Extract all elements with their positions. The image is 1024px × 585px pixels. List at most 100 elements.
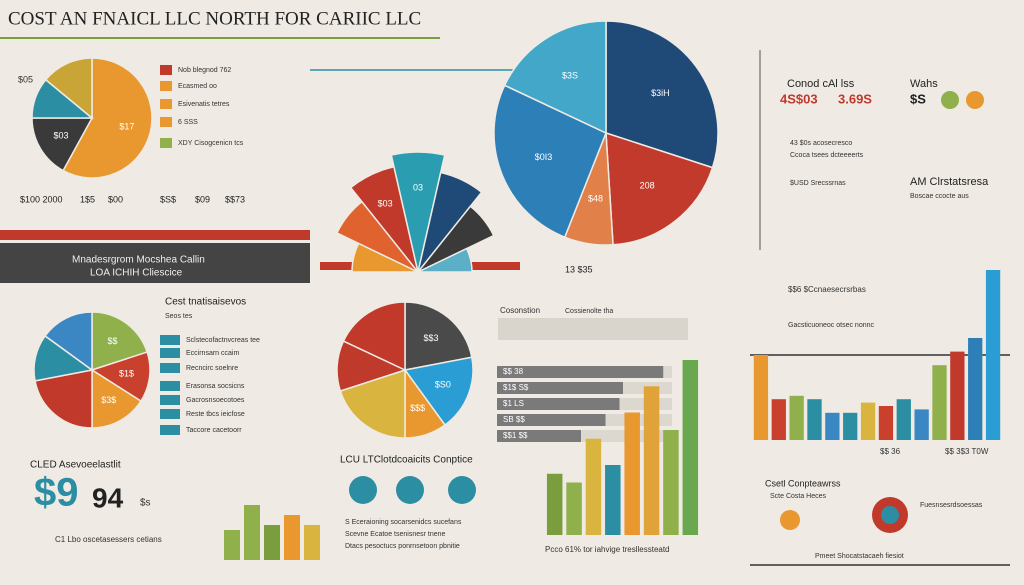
label: Cosonstion (500, 306, 540, 315)
pie-slice (404, 301, 473, 371)
label: COST AN FNAICL LLC NORTH FOR CARIIC LLC (8, 8, 421, 29)
slice-label: $1$ (119, 369, 134, 379)
icon (881, 506, 899, 524)
slice-label: $3$ (101, 395, 116, 405)
hbar-label: $$1 $$ (503, 431, 528, 440)
label: 3.69S (838, 91, 872, 106)
bar (264, 525, 280, 560)
legend-swatch (160, 138, 172, 148)
bar (546, 473, 563, 535)
label: Dtacs pesoctucs ponrnsetoon pbnitie (345, 543, 460, 550)
label: $$ 3$3 T0W (945, 447, 989, 456)
label: Ecasmed oo (178, 83, 217, 90)
hbar-label: $$ 38 (503, 367, 524, 376)
pie-slice (342, 301, 406, 372)
label: Sclstecofactnvcreas tee (186, 337, 260, 344)
label: Pcco 61% tor iahvige tresllessteatd (545, 545, 670, 554)
label: XDY Cisogcenicn tcs (178, 140, 244, 147)
bar (284, 515, 300, 560)
label: Pmeet Shocatstacaeh fiesiot (815, 553, 904, 560)
label: $00 (108, 194, 123, 204)
label: 43 $0s acosecresco (790, 140, 852, 147)
slice-label: $$ (107, 336, 117, 346)
bar (771, 399, 786, 440)
label: $9 (34, 471, 79, 515)
label: Fuesnsesrdsoessas (920, 502, 983, 509)
pie-slice (44, 311, 93, 372)
icons (349, 91, 984, 533)
slice-label: 208 (640, 180, 655, 190)
bar (244, 505, 260, 560)
bar (663, 430, 679, 535)
hbar (497, 366, 664, 378)
wedge-label: 03 (413, 182, 423, 192)
list-swatch (160, 395, 180, 405)
label: $S$ (160, 194, 176, 204)
label: Scevne Ecatoe tsenisnesr tnene (345, 531, 446, 538)
bar (224, 530, 240, 560)
wedge-label: $03 (378, 198, 393, 208)
pie-slice (493, 84, 607, 239)
bar (914, 409, 929, 440)
hbar (497, 398, 620, 410)
bar (878, 406, 894, 440)
label: 4S$03 (780, 91, 818, 106)
list-swatch (160, 381, 180, 391)
bar (566, 482, 582, 535)
label: $100 2000 (20, 194, 63, 204)
icon (349, 476, 377, 504)
icon (966, 91, 984, 109)
label: Recncirc soelnre (186, 365, 238, 372)
label: Csetl Conpteawrss (765, 478, 841, 488)
slice-label: $3S (562, 71, 578, 81)
label: $$73 (225, 194, 245, 204)
label: LOA ICHIH Cliescice (90, 268, 183, 279)
slice-label: $17 (119, 121, 134, 131)
pie-slice (90, 351, 151, 403)
list-swatch (160, 348, 180, 358)
label: Boscae ccocte aus (910, 193, 969, 200)
label: Gacrosnsoecotoes (186, 397, 245, 404)
fan-wedge (417, 247, 473, 273)
label: Conod cAl lss (787, 78, 855, 90)
icon (396, 476, 424, 504)
legend-swatch (160, 65, 172, 75)
label: Wahs (910, 78, 938, 90)
legend-swatch (160, 117, 172, 127)
label: LCU LTClotdcoaicits Conptice (340, 455, 473, 466)
pie-slice (91, 311, 149, 372)
label: AM Clrstatsresa (910, 176, 989, 188)
label: Nob blegnod 762 (178, 67, 231, 74)
label: $USD Srecssrnas (790, 180, 846, 187)
pie-slice (605, 131, 714, 246)
bar (860, 402, 876, 440)
bar (585, 438, 602, 535)
bar (682, 360, 699, 535)
label: 1$5 (80, 194, 95, 204)
label: Taccore cacetoorr (186, 427, 242, 434)
icon (780, 510, 800, 530)
label: Seos tes (165, 313, 193, 320)
pie-slice (44, 57, 93, 120)
label: 94 (92, 482, 124, 513)
slice-label: $3iH (651, 88, 670, 98)
red-band (0, 230, 310, 240)
bar (304, 525, 320, 560)
bar (968, 338, 983, 440)
pie-slice (503, 20, 607, 135)
banner (0, 243, 310, 283)
slice-label: $S0 (435, 379, 451, 389)
slice-label: $$$ (410, 403, 425, 413)
fan-wedge (417, 171, 483, 273)
label: CLED Asevoeelastlit (30, 460, 121, 471)
icon (448, 476, 476, 504)
label: $$ 36 (880, 447, 901, 456)
label: Cossienolte tha (565, 308, 613, 315)
bar (807, 399, 822, 440)
bar (624, 412, 640, 535)
bar (985, 270, 1001, 440)
legend-swatch (160, 81, 172, 91)
label: 13 $35 (565, 264, 593, 274)
slice-label: $48 (588, 194, 603, 204)
